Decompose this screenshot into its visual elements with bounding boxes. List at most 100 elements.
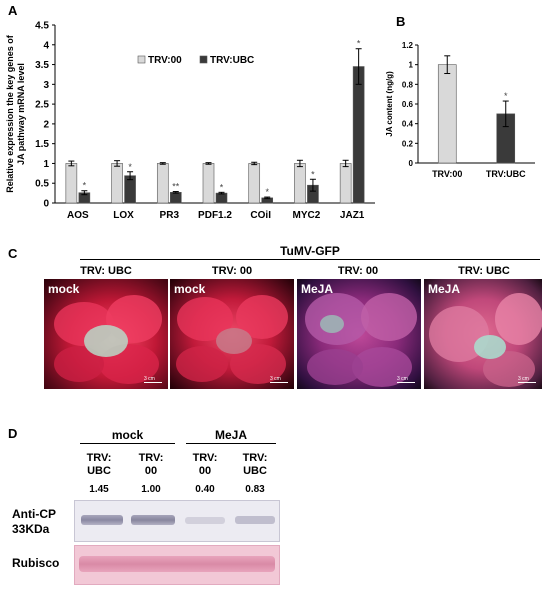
rubisco-stain (74, 545, 280, 585)
panel-c-label: C (8, 246, 18, 261)
photo-1-column-label: TRV: UBC (80, 265, 132, 277)
photo-4-column-label: TRV: UBC (458, 265, 510, 277)
y-axis-label: JA content (ng/g) (385, 71, 394, 137)
quant-4: 0.83 (245, 484, 265, 495)
y-tick-label: 3.5 (35, 60, 49, 71)
panel-a-label: A (8, 3, 18, 18)
bar-TRV-00-LOX (111, 163, 123, 204)
scale-bar-2: 3 cm (270, 376, 288, 383)
x-tick-label: AOS (67, 210, 89, 221)
bar-TRV-00-PR3 (156, 163, 169, 204)
plant-photo-trv-ubc-meja: MeJA 3 cm (424, 279, 542, 389)
plant-photo-trv-00-meja: MeJA 3 cm (297, 279, 421, 389)
x-tick-label: TRV:UBC (486, 169, 526, 179)
bar-TRV-00 (437, 64, 457, 164)
bar-TRV-UBC-JAZ1 (352, 66, 365, 204)
lane-1-label: TRV: UBC (86, 452, 112, 477)
leaf-shapes (305, 293, 417, 387)
photo-2-column-label: TRV: 00 (211, 265, 253, 277)
lane-3-label: TRV: 00 (192, 452, 218, 477)
chart-b-ja-content: 0 0.2 0.4 0.6 0.8 1 1.2 JA content (ng/g) TRV:00… (385, 41, 535, 179)
y-axis-label: Relative expression the key genes of (5, 34, 15, 193)
plant-photo-trv-00-mock: mock 3 cm (170, 279, 294, 389)
significance-mark: * (357, 39, 361, 49)
scale-text: 3 cm (144, 376, 155, 382)
tumv-line (80, 259, 540, 260)
bar-TRV-UBC-PDF1.2 (215, 192, 228, 204)
x-tick-label: MYC2 (293, 210, 321, 221)
scale-bar-3: 3 cm (397, 376, 415, 383)
leaf-shapes (429, 293, 542, 387)
scale-text: 3 cm (518, 376, 529, 382)
y-tick-label: 1.2 (402, 41, 414, 50)
photo-1-label: mock (48, 282, 80, 296)
chart-a-gene-expression: 0 0.5 1 1.5 2 2.5 3 3.5 4 4.5 Relative expression … (5, 21, 375, 221)
bar-TRV-UBC-PR3 (169, 192, 182, 204)
y-tick-label: 3 (43, 80, 49, 91)
band-lane-2 (131, 515, 175, 525)
significance-mark: * (128, 162, 132, 172)
group-meja-line (186, 443, 276, 444)
y-tick-label: 1.5 (35, 139, 49, 150)
tumv-title: TuMV-GFP (280, 244, 340, 258)
group-mock-label: mock (111, 428, 144, 442)
y-tick-label: 0.5 (35, 179, 49, 190)
x-tick-label: COiI (250, 210, 271, 221)
anti-cp-label: Anti-CP 33KDa (12, 507, 56, 536)
band-lane-3 (185, 517, 225, 524)
y-tick-label: 0.8 (402, 80, 414, 89)
photo-4-label: MeJA (428, 282, 461, 296)
legend-swatch (137, 55, 146, 64)
y-tick-label: 0 (43, 199, 49, 210)
legend-entry: TRV:UBC (210, 55, 254, 66)
y-tick-label: 0.4 (402, 120, 414, 129)
panel-d-label: D (8, 426, 18, 441)
rubisco-band (79, 556, 275, 572)
significance-mark: * (265, 187, 269, 197)
quant-3: 0.40 (195, 484, 215, 495)
quant-1: 1.45 (89, 484, 109, 495)
y-tick-label: 2.5 (35, 100, 49, 111)
panel-b-label: B (396, 14, 406, 29)
band-lane-4 (235, 516, 275, 524)
leaf-shapes (176, 295, 288, 384)
y-tick-label: 0.2 (402, 139, 414, 148)
lane-4-label: TRV: UBC (242, 452, 268, 477)
y-axis-label: JA pathway mRNA level (16, 63, 26, 165)
legend-entry: TRV:00 (148, 55, 182, 66)
y-tick-label: 0.6 (402, 100, 414, 109)
quant-2: 1.00 (141, 484, 161, 495)
photo-3-column-label: TRV: 00 (337, 265, 379, 277)
significance-mark: * (311, 169, 315, 179)
significance-mark: ** (172, 182, 180, 192)
western-blot-anti-cp (74, 500, 280, 542)
significance-mark: * (220, 182, 224, 192)
leaf-shapes (54, 295, 162, 384)
x-tick-label: PDF1.2 (198, 210, 232, 221)
significance-mark: * (504, 91, 508, 101)
bar-TRV-00-MYC2 (294, 163, 306, 204)
y-tick-label: 2 (43, 119, 49, 130)
y-tick-label: 0 (409, 159, 414, 168)
photo-3-label: MeJA (301, 282, 334, 296)
y-tick-label: 4.5 (35, 21, 49, 32)
x-tick-label: JAZ1 (340, 210, 365, 221)
bar-TRV-00-AOS (65, 163, 78, 204)
bar-TRV-00-JAZ1 (339, 163, 352, 204)
bar-TRV-00-PDF1.2 (202, 163, 215, 204)
scale-text: 3 cm (270, 376, 281, 382)
x-tick-label: TRV:00 (432, 169, 462, 179)
scale-text: 3 cm (397, 376, 408, 382)
scale-bar-1: 3 cm (144, 376, 162, 383)
rubisco-label: Rubisco (12, 556, 60, 570)
band-lane-1 (81, 515, 123, 525)
y-tick-label: 4 (43, 40, 49, 51)
legend-swatch (199, 55, 208, 64)
group-mock-line (80, 443, 175, 444)
photo-2-label: mock (174, 282, 206, 296)
y-tick-label: 1 (43, 159, 49, 170)
bar-TRV-00-COiI (248, 163, 261, 204)
x-tick-label: PR3 (160, 210, 180, 221)
significance-mark: * (83, 181, 87, 191)
